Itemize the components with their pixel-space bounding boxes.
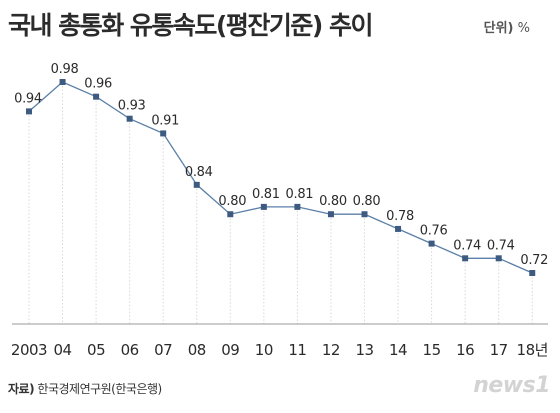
x-tick-label: 16 <box>456 341 474 359</box>
unit-label: 단위) <box>483 21 514 36</box>
x-tick-label: 06 <box>121 341 139 359</box>
x-tick-label: 12 <box>322 341 340 359</box>
data-point-marker <box>361 211 368 218</box>
x-tick-label: 15 <box>423 341 441 359</box>
unit-note: 단위) % <box>484 17 530 36</box>
data-label: 0.81 <box>286 187 314 202</box>
data-label: 0.91 <box>151 113 179 128</box>
data-label: 0.93 <box>118 99 146 114</box>
x-tick-label: 14 <box>389 341 407 359</box>
series-line <box>28 81 533 274</box>
data-label: 0.78 <box>386 209 414 224</box>
data-label: 0.96 <box>84 77 112 92</box>
data-label: 0.98 <box>51 62 79 77</box>
data-label: 0.81 <box>252 187 280 202</box>
data-point-marker <box>529 270 536 276</box>
data-label: 0.80 <box>218 194 246 209</box>
data-point-marker <box>462 255 469 262</box>
x-tick-label: 17 <box>490 341 508 359</box>
data-point-marker <box>294 203 301 210</box>
source-text: 한국경제연구원(한국은행) <box>37 382 162 396</box>
source-note: 자료) 한국경제연구원(한국은행) <box>8 380 162 397</box>
source-label: 자료) <box>8 382 35 396</box>
data-label: 0.84 <box>185 165 213 180</box>
data-point-marker <box>260 203 267 210</box>
data-label: 0.80 <box>353 194 381 209</box>
x-tick-label: 2003 <box>11 341 47 359</box>
x-tick-label: 18년 <box>517 341 548 359</box>
data-point-marker <box>193 181 200 188</box>
x-tick-label: 10 <box>255 341 273 359</box>
x-axis-ticks: 2003 04 05 06 07 08 09 10 11 12 13 14 15 16 17 18년 <box>11 341 549 359</box>
news1-logo: news1 <box>473 373 550 398</box>
data-label: 0.74 <box>453 238 481 253</box>
chart-title: 국내 총통화 유통속도(평잔기준) 추이 <box>8 11 373 40</box>
data-point-marker <box>428 240 435 247</box>
x-tick-label: 08 <box>188 341 206 359</box>
data-label: 0.76 <box>420 224 448 239</box>
x-tick-label: 11 <box>288 341 306 359</box>
data-markers <box>26 79 536 276</box>
data-point-marker <box>395 225 402 232</box>
x-tick-label: 07 <box>154 341 172 359</box>
grid-lines <box>28 86 533 324</box>
data-point-marker <box>26 108 32 115</box>
data-label: 0.94 <box>14 91 42 106</box>
x-tick-label: 04 <box>54 341 72 359</box>
unit-value: % <box>517 21 530 36</box>
data-point-marker <box>495 255 502 262</box>
data-label: 0.72 <box>520 253 548 268</box>
data-label: 0.74 <box>487 238 515 253</box>
data-label: 0.80 <box>319 194 347 209</box>
data-point-marker <box>93 93 100 100</box>
data-labels: 0.94 0.98 0.96 0.93 0.91 0.84 0.80 0.81 0.81 0.80… <box>14 62 548 268</box>
data-point-marker <box>327 211 334 218</box>
x-tick-label: 09 <box>221 341 239 359</box>
data-point-marker <box>59 79 66 85</box>
data-point-marker <box>160 130 167 137</box>
x-tick-label: 13 <box>355 341 373 359</box>
data-point-marker <box>126 115 133 122</box>
data-point-marker <box>227 211 234 218</box>
x-tick-label: 05 <box>87 341 105 359</box>
